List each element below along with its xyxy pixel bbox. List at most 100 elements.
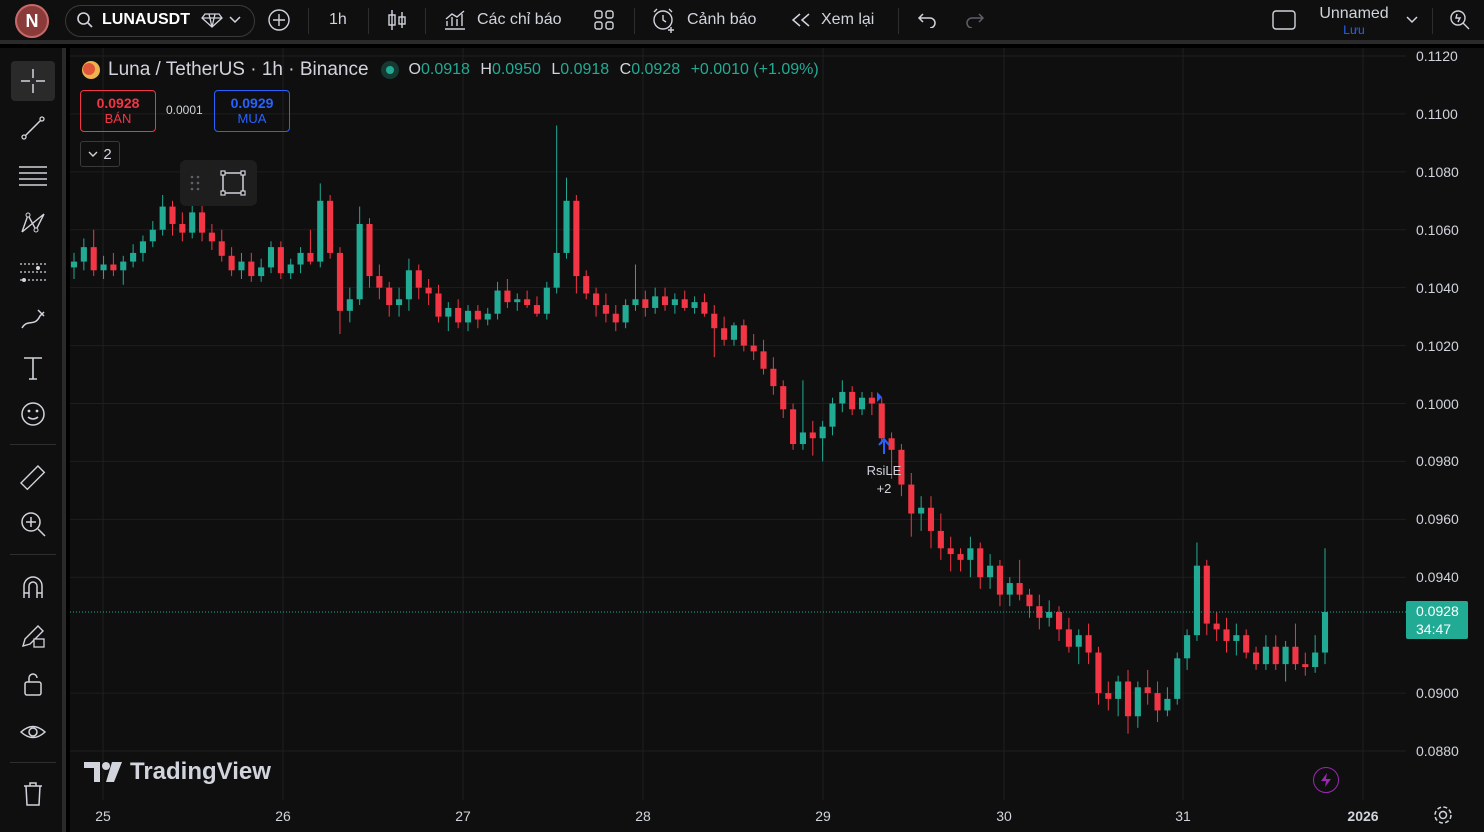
candle xyxy=(691,296,698,314)
symbol-label[interactable]: LUNAUSDT xyxy=(102,11,190,28)
redo-icon[interactable] xyxy=(965,0,985,40)
brush-icon[interactable] xyxy=(11,300,55,340)
candlestick-chart[interactable] xyxy=(70,48,1406,800)
search-icon xyxy=(76,0,94,40)
lightning-icon[interactable] xyxy=(1313,767,1339,793)
alert-button[interactable]: Cảnh báo xyxy=(687,11,757,28)
candle xyxy=(642,290,649,317)
quick-search-icon[interactable] xyxy=(1449,0,1471,40)
sell-button[interactable]: 0.0928 BÁN xyxy=(80,90,156,132)
emoji-icon[interactable] xyxy=(11,394,55,434)
candle xyxy=(1243,629,1250,659)
tradingview-logo-icon xyxy=(84,762,122,782)
candle xyxy=(1095,646,1102,705)
time-tick-label: 29 xyxy=(815,808,831,824)
high-value: 0.0950 xyxy=(491,61,541,78)
candle xyxy=(1302,652,1309,676)
user-avatar[interactable]: N xyxy=(15,4,49,38)
chart-pane[interactable] xyxy=(70,48,1406,800)
symbol-search[interactable] xyxy=(65,5,255,37)
candle xyxy=(927,496,935,549)
text-icon[interactable] xyxy=(11,348,55,388)
magnet-icon[interactable] xyxy=(11,568,55,608)
candle xyxy=(1262,635,1269,670)
chevron-down-icon[interactable] xyxy=(229,0,241,40)
indicators-button[interactable]: Các chỉ báo xyxy=(477,11,562,28)
symbol-title[interactable]: Luna / TetherUS · 1h · Binance xyxy=(108,59,369,80)
drag-handle-icon[interactable] xyxy=(190,174,200,192)
candle xyxy=(258,258,265,282)
strategy-signal[interactable]: RsiLE +2 xyxy=(862,462,906,498)
layout-name-block[interactable]: Unnamed Lưu xyxy=(1314,5,1394,37)
drawing-toolbar xyxy=(0,48,66,832)
pattern-icon[interactable] xyxy=(11,204,55,244)
trash-icon[interactable] xyxy=(11,774,55,814)
current-price: 0.0928 xyxy=(1416,603,1459,619)
forecast-icon[interactable] xyxy=(11,252,55,292)
open-value: 0.0918 xyxy=(420,61,470,78)
diamond-icon[interactable] xyxy=(201,0,223,40)
collapse-indicators-button[interactable]: 2 xyxy=(80,141,120,167)
crosshair-icon[interactable] xyxy=(11,61,55,101)
layout-checkbox[interactable] xyxy=(1271,0,1297,40)
time-axis[interactable]: 25 26 27 28 29 30 31 2026 xyxy=(70,800,1406,832)
undo-icon[interactable] xyxy=(917,0,937,40)
chevron-down-icon[interactable] xyxy=(1406,0,1418,40)
candle xyxy=(908,473,915,537)
candle xyxy=(1184,629,1191,670)
low-value: 0.0918 xyxy=(560,61,610,78)
candle xyxy=(1026,588,1033,618)
luna-logo-icon xyxy=(82,61,100,79)
candle xyxy=(790,403,797,450)
alarm-icon[interactable] xyxy=(651,0,677,40)
interval-button[interactable]: 1h xyxy=(329,11,347,28)
unlock-icon[interactable] xyxy=(11,664,55,704)
candle xyxy=(1085,623,1092,665)
layouts-icon[interactable] xyxy=(593,0,615,40)
candle xyxy=(819,420,826,462)
candle xyxy=(307,229,314,265)
replay-icon[interactable] xyxy=(790,0,812,40)
candle xyxy=(435,284,442,323)
candle xyxy=(760,339,767,375)
fib-lines-icon[interactable] xyxy=(11,156,55,196)
save-status: Lưu xyxy=(1343,23,1365,37)
time-tick-label: 30 xyxy=(996,808,1012,824)
candle xyxy=(1164,687,1171,717)
indicators-icon[interactable] xyxy=(443,0,467,40)
eye-icon[interactable] xyxy=(11,712,55,752)
replay-button[interactable]: Xem lại xyxy=(821,11,875,28)
add-symbol-icon[interactable] xyxy=(267,0,291,40)
candle xyxy=(799,380,806,450)
buy-button[interactable]: 0.0929 MUA xyxy=(214,90,290,132)
candle xyxy=(120,255,127,285)
price-axis[interactable]: 0.1120 0.1100 0.1080 0.1060 0.1040 0.1020 0.10… xyxy=(1406,48,1484,832)
candle xyxy=(1213,612,1220,641)
candle xyxy=(474,305,481,329)
bar-countdown: 34:47 xyxy=(1416,621,1452,637)
zoom-in-icon[interactable] xyxy=(11,504,55,544)
candle xyxy=(356,206,363,306)
lock-drawings-icon[interactable] xyxy=(11,616,55,656)
candle xyxy=(494,281,501,320)
candle xyxy=(1203,559,1210,636)
candle xyxy=(199,200,206,242)
candle xyxy=(346,287,353,323)
candle xyxy=(612,305,619,332)
candles-icon[interactable] xyxy=(386,0,408,40)
tradingview-watermark[interactable]: TradingView xyxy=(84,758,271,786)
candle xyxy=(987,554,994,589)
candle xyxy=(967,536,974,578)
candle xyxy=(179,212,186,242)
settings-icon[interactable] xyxy=(1432,804,1454,831)
ruler-icon[interactable] xyxy=(11,458,55,498)
candle xyxy=(445,302,452,332)
candle xyxy=(366,218,373,288)
signal-extra: +2 xyxy=(876,481,892,496)
candle xyxy=(750,334,757,361)
rectangle-select-icon[interactable] xyxy=(218,168,248,198)
candle xyxy=(1312,635,1319,673)
candle xyxy=(514,293,521,311)
candle xyxy=(563,177,570,259)
trend-line-icon[interactable] xyxy=(11,108,55,148)
